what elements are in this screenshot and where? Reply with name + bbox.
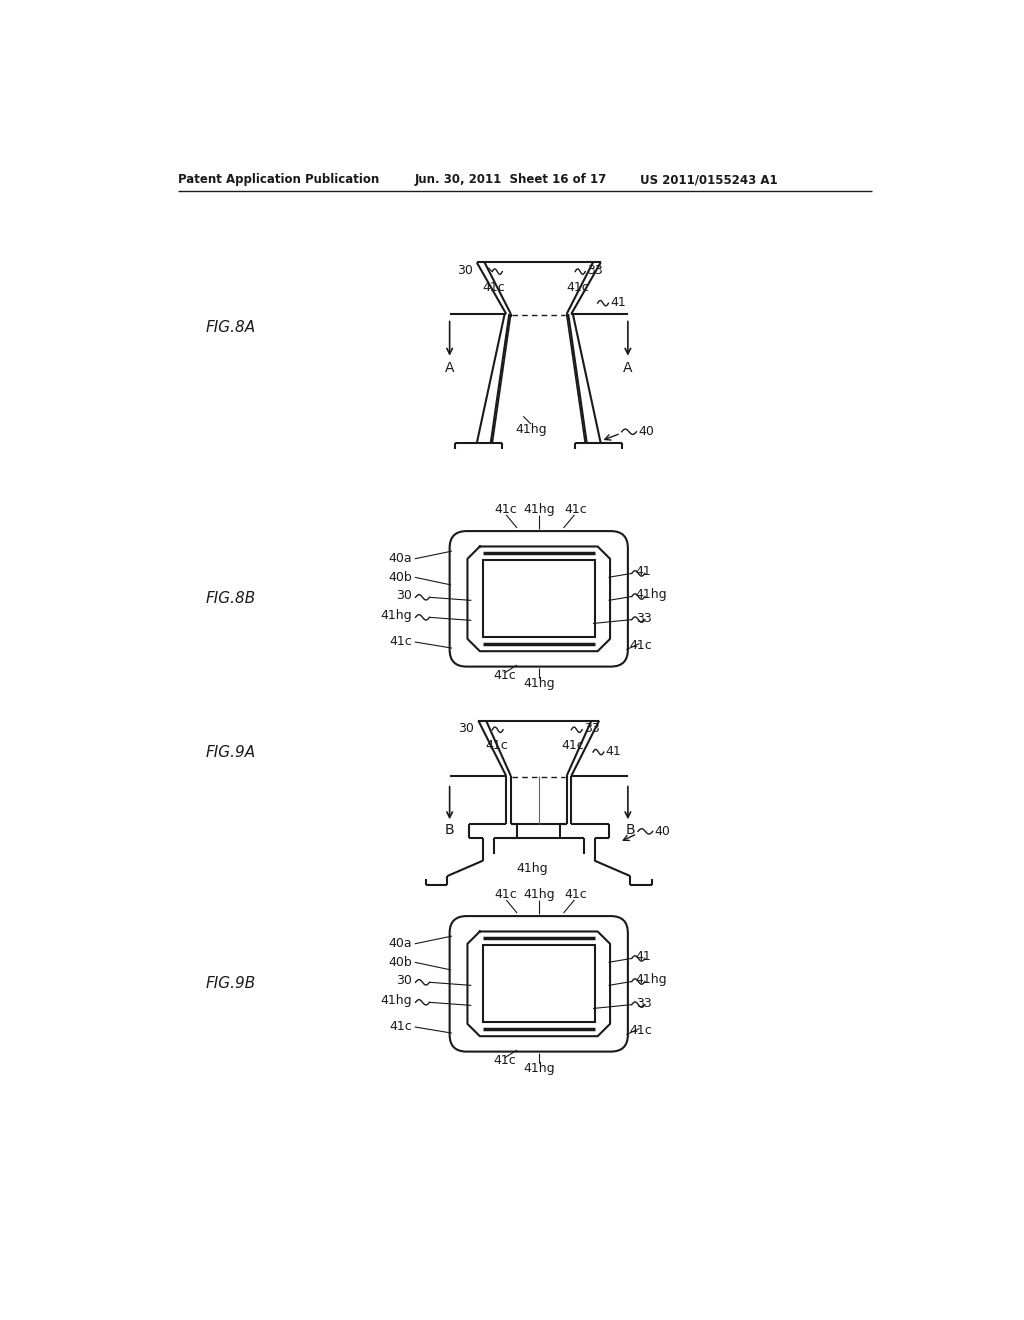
- Text: 41hg: 41hg: [381, 994, 413, 1007]
- Text: 41hg: 41hg: [523, 888, 555, 902]
- Text: FIG.9B: FIG.9B: [206, 977, 256, 991]
- Text: Jun. 30, 2011  Sheet 16 of 17: Jun. 30, 2011 Sheet 16 of 17: [415, 173, 607, 186]
- Text: 33: 33: [588, 264, 603, 277]
- Text: 41: 41: [605, 744, 622, 758]
- Text: 30: 30: [457, 264, 473, 277]
- Text: 40b: 40b: [389, 570, 413, 583]
- Text: 41hg: 41hg: [636, 973, 668, 986]
- Text: 41c: 41c: [566, 281, 589, 294]
- Text: B: B: [444, 822, 455, 837]
- Text: 40b: 40b: [389, 956, 413, 969]
- Text: 40a: 40a: [389, 937, 413, 950]
- Text: 41hg: 41hg: [523, 677, 555, 690]
- Text: B: B: [626, 822, 635, 837]
- Text: 41: 41: [610, 296, 626, 309]
- Text: 41hg: 41hg: [523, 1063, 555, 1074]
- Text: 41: 41: [636, 950, 651, 964]
- Text: A: A: [444, 360, 455, 375]
- Text: 41c: 41c: [390, 635, 413, 648]
- Text: 41c: 41c: [494, 669, 516, 682]
- Text: 40a: 40a: [389, 552, 413, 565]
- Text: 30: 30: [396, 589, 413, 602]
- Text: 41hg: 41hg: [636, 589, 668, 602]
- Text: 41c: 41c: [390, 1020, 413, 1034]
- Text: 41hg: 41hg: [515, 422, 547, 436]
- Text: Patent Application Publication: Patent Application Publication: [178, 173, 380, 186]
- Text: 41c: 41c: [494, 1055, 516, 1068]
- Text: 33: 33: [584, 722, 599, 735]
- Text: 41c: 41c: [564, 888, 588, 902]
- Text: FIG.9A: FIG.9A: [206, 746, 256, 760]
- Text: 41c: 41c: [630, 639, 652, 652]
- Text: 41c: 41c: [630, 1023, 652, 1036]
- Text: US 2011/0155243 A1: US 2011/0155243 A1: [640, 173, 777, 186]
- Text: 30: 30: [459, 722, 474, 735]
- Text: FIG.8A: FIG.8A: [206, 321, 256, 335]
- Text: 41: 41: [636, 565, 651, 578]
- Text: 41hg: 41hg: [381, 610, 413, 622]
- Text: FIG.8B: FIG.8B: [206, 591, 256, 606]
- Text: A: A: [624, 360, 633, 375]
- Text: 41c: 41c: [564, 503, 588, 516]
- Text: 41c: 41c: [482, 281, 505, 294]
- Text: 41c: 41c: [485, 739, 508, 751]
- Text: 41hg: 41hg: [523, 503, 555, 516]
- Text: 41hg: 41hg: [517, 862, 549, 875]
- Bar: [483, 945, 595, 1022]
- Text: 41c: 41c: [495, 503, 517, 516]
- Text: 40: 40: [654, 825, 670, 838]
- Bar: [483, 561, 595, 638]
- Text: 40: 40: [638, 425, 654, 438]
- Text: 33: 33: [636, 611, 651, 624]
- Text: 30: 30: [396, 974, 413, 987]
- Text: 41c: 41c: [561, 739, 585, 751]
- Text: 41c: 41c: [495, 888, 517, 902]
- Text: 33: 33: [636, 997, 651, 1010]
